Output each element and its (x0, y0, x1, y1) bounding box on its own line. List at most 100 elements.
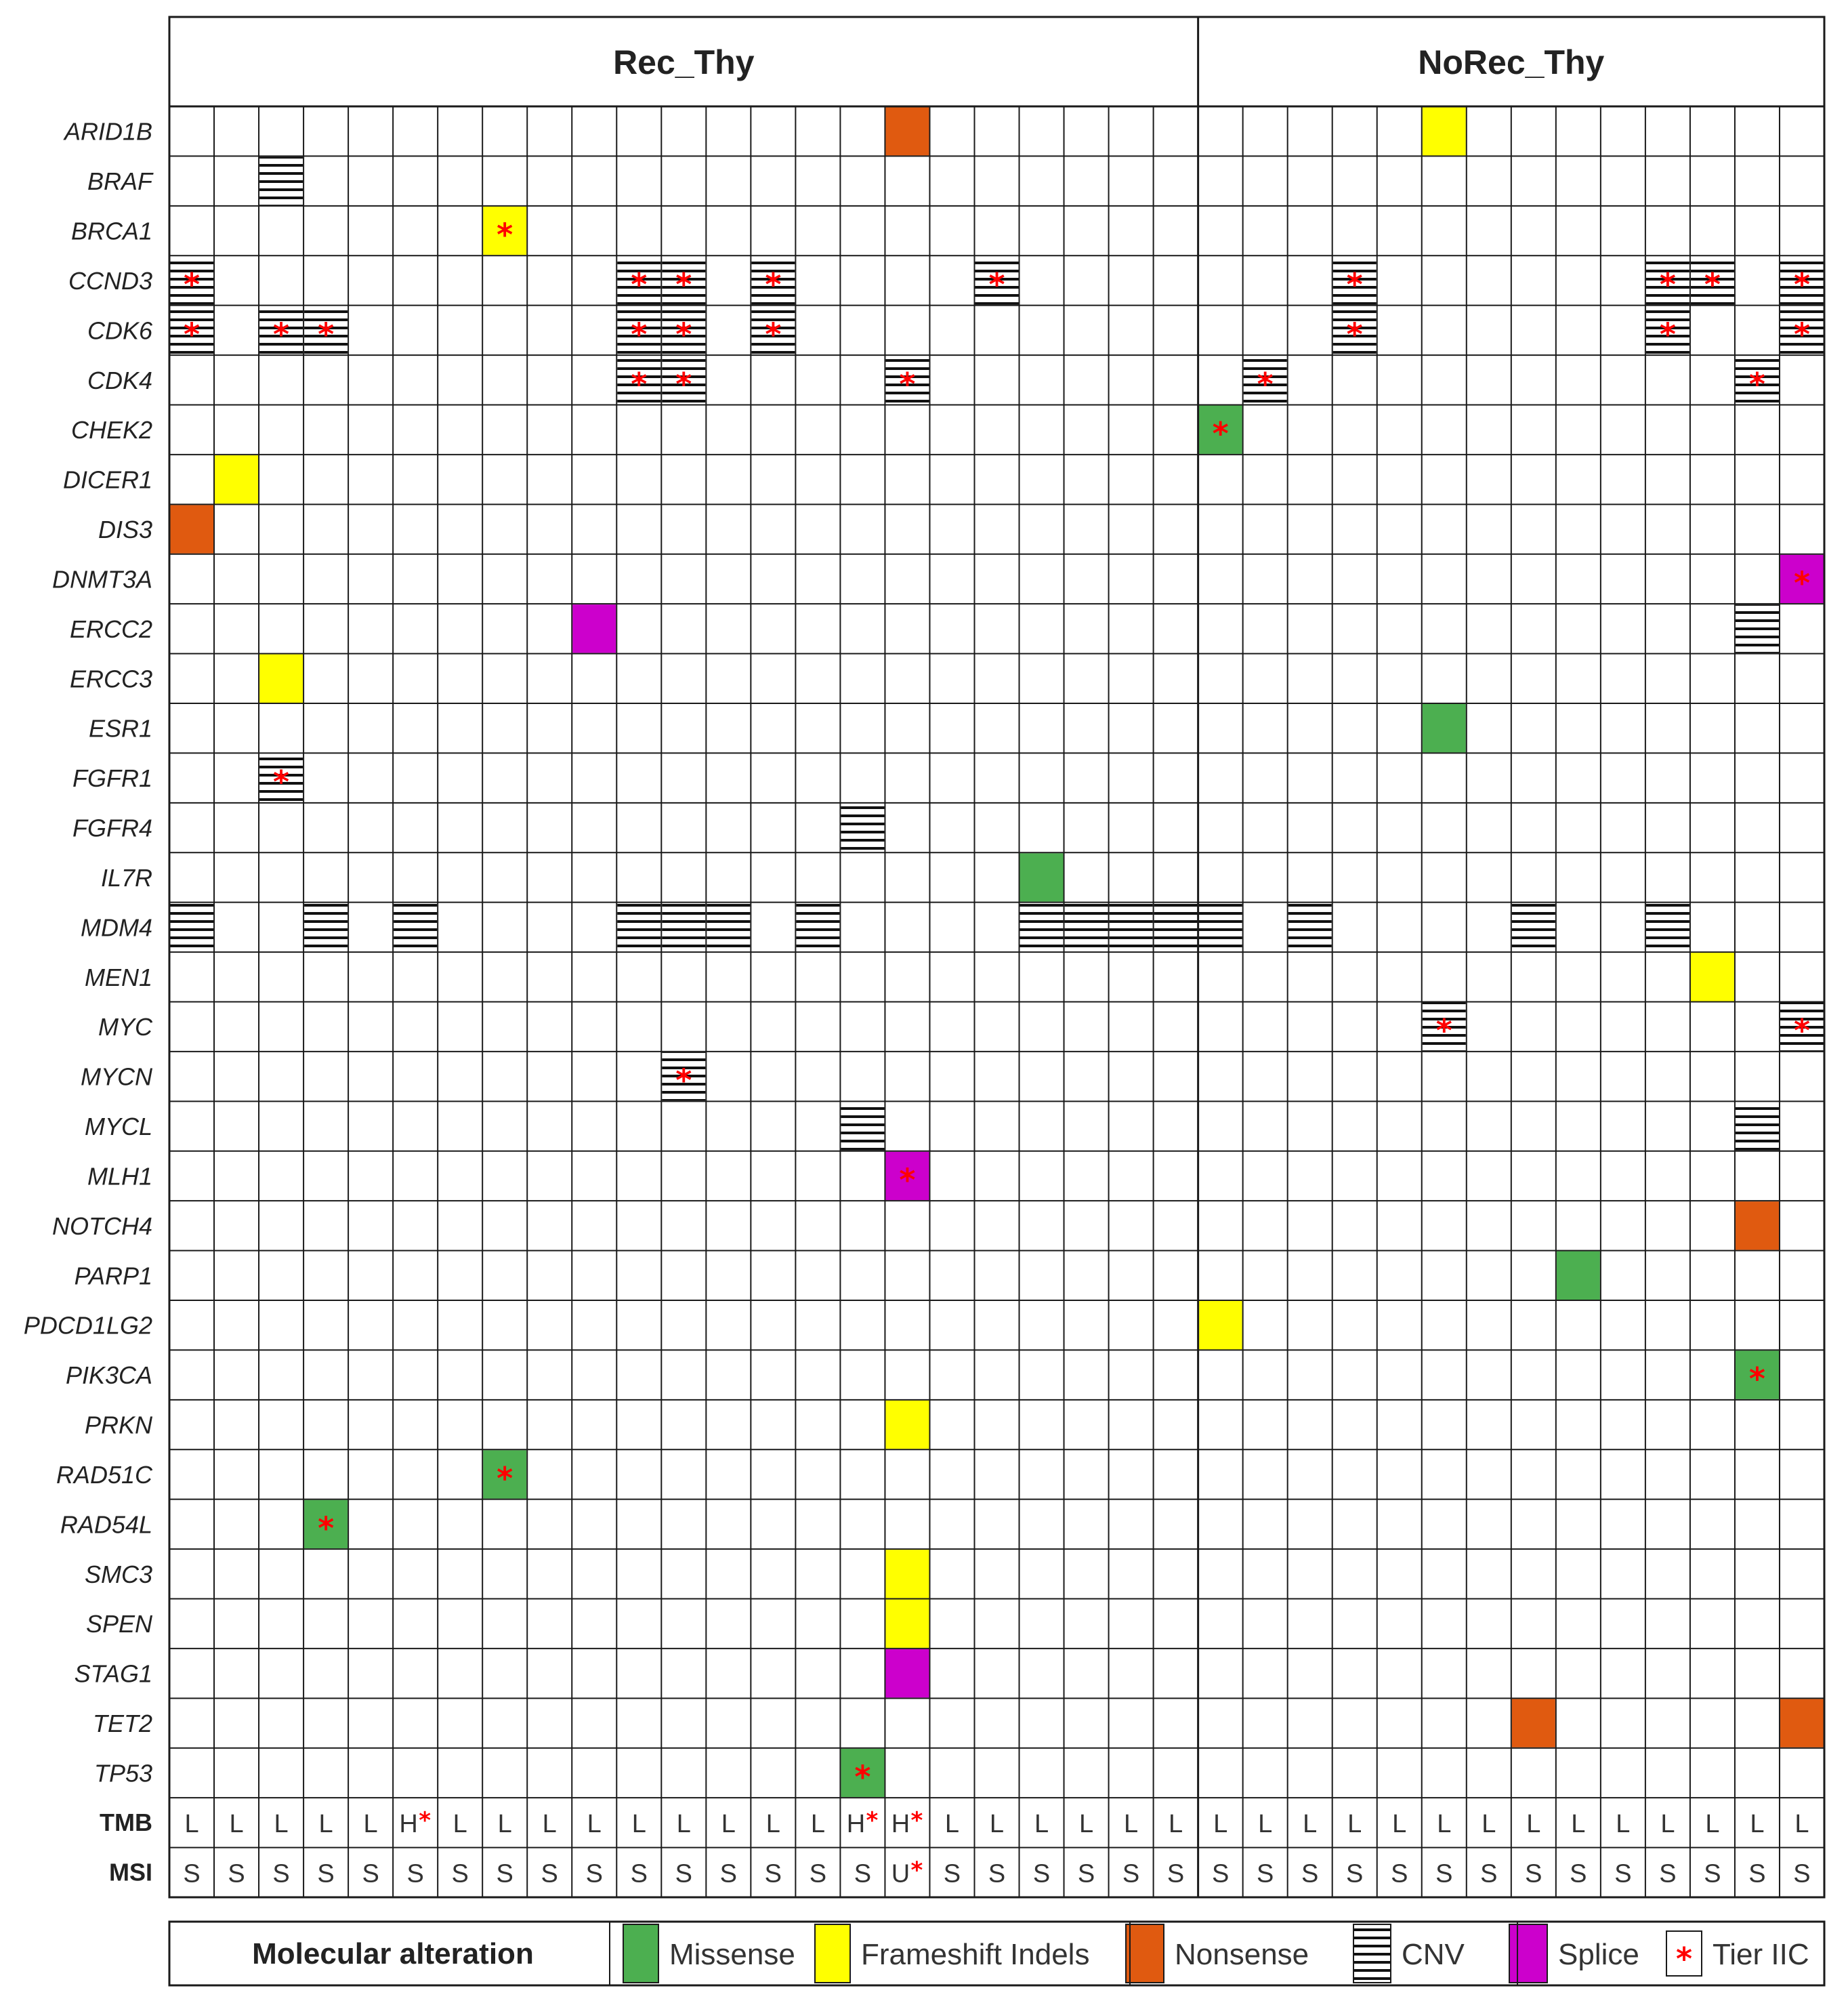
cell-value: L (1258, 1810, 1272, 1838)
legend-tier-star: * (1676, 1941, 1692, 1977)
tier-marker: * (1347, 266, 1363, 303)
tier-marker: * (1794, 564, 1810, 601)
cell-value: L (498, 1810, 512, 1838)
cell-il7r-20 (1020, 853, 1064, 902)
cell-ercc2-10 (572, 604, 616, 653)
cell-mdm4-26 (1288, 903, 1332, 952)
gene-label: PRKN (85, 1411, 153, 1439)
tier-marker: * (1794, 316, 1810, 352)
legend-swatch-splice (1509, 1924, 1548, 1983)
cell-cdk6-14 (751, 306, 795, 355)
cell-value: L (1079, 1810, 1093, 1838)
legend-label: Frameshift Indels (861, 1938, 1089, 1971)
cell-value: L (811, 1810, 825, 1838)
cell-value: L (1169, 1810, 1183, 1838)
cell-mdm4-31 (1511, 903, 1555, 952)
cell-arid1b-17 (885, 107, 929, 156)
cell-mdm4-1 (170, 903, 214, 952)
tier-marker: * (631, 316, 647, 352)
legend-label: CNV (1402, 1938, 1465, 1971)
cell-brca1-8 (483, 206, 527, 255)
cell-cdk6-11 (617, 306, 661, 355)
cell-mdm4-15 (796, 903, 840, 952)
tier-marker: * (497, 217, 513, 253)
gene-label: DICER1 (63, 466, 152, 494)
gene-label: FGFR1 (72, 764, 152, 792)
tier-marker: * (184, 266, 200, 303)
cell-smc3-17 (885, 1550, 929, 1598)
gene-label: SPEN (86, 1610, 153, 1638)
group-label: NoRec_Thy (1418, 43, 1604, 81)
cell-mlh1-17 (885, 1151, 929, 1201)
gene-label: DNMT3A (52, 565, 152, 593)
cell-mdm4-4 (304, 903, 348, 952)
cell-value: S (765, 1859, 782, 1888)
cell-value: S (1212, 1859, 1229, 1888)
cell-spen-17 (885, 1599, 929, 1648)
cell-prkn-17 (885, 1400, 929, 1449)
cell-mdm4-34 (1645, 903, 1689, 952)
tier-marker: * (273, 316, 289, 352)
cell-value: S (631, 1859, 648, 1888)
cell-braf-3 (259, 157, 303, 205)
cell-value: S (317, 1859, 334, 1888)
tier-marker: * (675, 366, 692, 402)
tier-marker: * (1749, 366, 1765, 402)
cell-value: L (184, 1810, 198, 1838)
cell-value: L (721, 1810, 736, 1838)
cell-myc-29 (1422, 1002, 1466, 1051)
cell-cdk4-17 (885, 356, 929, 405)
cell-ercc2-36 (1735, 604, 1779, 653)
cell-value: L (274, 1810, 288, 1838)
gene-label: TP53 (94, 1759, 152, 1787)
cell-mdm4-22 (1109, 903, 1153, 952)
cell-ccnd3-11 (617, 256, 661, 305)
legend-label: Nonsense (1175, 1938, 1309, 1971)
cell-value: S (1614, 1859, 1631, 1888)
cell-value: S (1793, 1859, 1810, 1888)
gene-label: PARP1 (75, 1262, 152, 1289)
cell-cdk4-36 (1735, 356, 1779, 405)
cell-value: L (1616, 1810, 1630, 1838)
cell-value: S (406, 1859, 423, 1888)
cell-value: L (1213, 1810, 1227, 1838)
legend-label: Missense (669, 1938, 795, 1971)
cell-value: S (1525, 1859, 1542, 1888)
gene-label: MLH1 (87, 1162, 152, 1190)
cell-value: S (1435, 1859, 1452, 1888)
cell-pik3ca-36 (1735, 1350, 1779, 1399)
cell-value: L (1794, 1810, 1809, 1838)
group-label: Rec_Thy (613, 43, 755, 81)
cell-dicer1-2 (215, 455, 259, 504)
cell-ccnd3-14 (751, 256, 795, 305)
legend: Molecular alteration Missense Frameshift I… (168, 1920, 1826, 1987)
cell-cdk6-37 (1780, 306, 1824, 355)
cell-value: L (1303, 1810, 1317, 1838)
cell-value: H (891, 1810, 910, 1838)
gene-label: MYCN (81, 1063, 153, 1091)
cell-notch4-36 (1735, 1201, 1779, 1250)
gene-label: RAD51C (56, 1461, 153, 1489)
cell-parp1-32 (1556, 1251, 1600, 1300)
cell-pdcd1lg2-24 (1198, 1301, 1242, 1350)
cell-value: U (891, 1859, 910, 1888)
cell-value: S (1704, 1859, 1721, 1888)
tier-marker: * (1347, 316, 1363, 352)
cell-tet2-37 (1780, 1699, 1824, 1748)
cell-value: S (854, 1859, 871, 1888)
cell-value: S (1659, 1859, 1676, 1888)
cell-value: L (766, 1810, 780, 1838)
tier-marker: * (854, 1758, 870, 1795)
tier-marker: * (318, 1510, 334, 1546)
cell-value: S (1301, 1859, 1318, 1888)
cell-value: S (1346, 1859, 1363, 1888)
cell-cdk4-11 (617, 356, 661, 405)
cell-value: L (1347, 1810, 1362, 1838)
gene-label: CDK4 (87, 367, 152, 394)
gene-label: PIK3CA (66, 1361, 152, 1389)
cell-value: S (272, 1859, 289, 1888)
legend-swatch-frameshift-indels (814, 1924, 851, 1983)
cell-fgfr4-16 (841, 803, 885, 852)
tier-marker: * (1660, 266, 1676, 303)
cell-value: S (1257, 1859, 1274, 1888)
